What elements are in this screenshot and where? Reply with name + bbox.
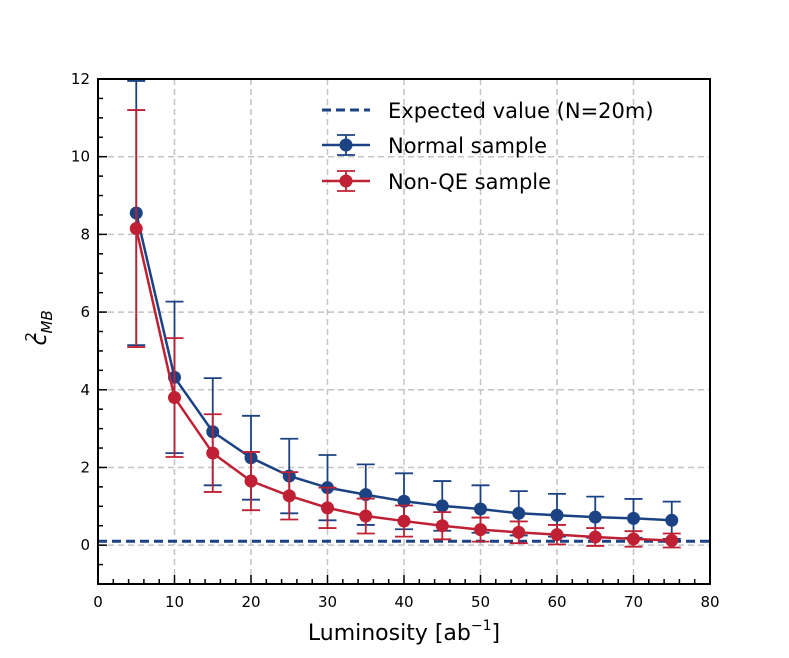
data-point bbox=[474, 523, 487, 537]
legend-swatch-marker bbox=[339, 138, 353, 152]
legend-label-normal: Normal sample bbox=[388, 134, 547, 158]
x-tick-label: 50 bbox=[471, 593, 490, 611]
data-point bbox=[435, 519, 449, 533]
data-point bbox=[129, 222, 143, 236]
data-point bbox=[168, 391, 181, 405]
x-tick-label: 20 bbox=[241, 593, 260, 611]
x-tick-label: 30 bbox=[318, 593, 337, 611]
tick-labels: 0 10 20 30 40 50 60 70 80 0 2 4 6 8 10 12 bbox=[71, 70, 720, 611]
data-point bbox=[397, 494, 411, 508]
series-nonqe bbox=[127, 109, 681, 549]
x-tick-label: 60 bbox=[547, 593, 566, 611]
svg-text:c: c bbox=[27, 333, 52, 345]
y-tick-label: 8 bbox=[80, 225, 90, 243]
y-tick-label: 4 bbox=[80, 381, 90, 399]
data-point bbox=[206, 446, 220, 460]
data-point bbox=[665, 533, 679, 547]
x-axis-title-exponent: −1 bbox=[471, 618, 492, 634]
data-point bbox=[588, 510, 602, 524]
x-tick-label: 40 bbox=[394, 593, 413, 611]
data-point bbox=[282, 489, 296, 503]
y-axis-title-sub: MB bbox=[38, 310, 56, 333]
x-tick-label: 70 bbox=[624, 593, 643, 611]
y-axis-title: c 2 MB bbox=[22, 310, 56, 345]
data-point bbox=[588, 530, 602, 544]
data-point bbox=[550, 528, 564, 542]
y-tick-label: 12 bbox=[71, 70, 90, 88]
legend: Expected value (N=20m) Normal sample Non… bbox=[322, 99, 654, 194]
data-point bbox=[512, 525, 526, 539]
data-point bbox=[627, 511, 640, 525]
x-tick-label: 10 bbox=[165, 593, 184, 611]
legend-label-nonqe: Non-QE sample bbox=[388, 170, 551, 194]
y-tick-label: 0 bbox=[80, 536, 90, 554]
data-point bbox=[359, 509, 373, 523]
data-point bbox=[550, 508, 564, 522]
y-tick-label: 2 bbox=[80, 458, 90, 476]
data-point bbox=[435, 499, 449, 513]
data-point bbox=[397, 514, 411, 528]
legend-item-nonqe bbox=[322, 170, 370, 192]
y-tick-label: 10 bbox=[71, 148, 90, 166]
x-axis-title-close: ] bbox=[492, 621, 501, 646]
axis-ticks bbox=[97, 78, 711, 585]
data-series bbox=[127, 80, 681, 549]
y-tick-label: 6 bbox=[80, 303, 90, 321]
legend-label-expected: Expected value (N=20m) bbox=[388, 99, 654, 123]
legend-item-normal bbox=[322, 134, 370, 156]
x-tick-label: 80 bbox=[700, 593, 719, 611]
grid bbox=[98, 79, 710, 584]
x-axis-title: Luminosity [ab−1] bbox=[308, 618, 500, 646]
data-point bbox=[627, 532, 640, 546]
data-point bbox=[244, 474, 258, 488]
y-axis-title-sup: 2 bbox=[22, 332, 40, 342]
data-point bbox=[665, 513, 679, 527]
x-tick-label: 0 bbox=[93, 593, 103, 611]
data-point bbox=[474, 502, 487, 516]
data-point bbox=[321, 501, 334, 515]
legend-item-expected: Expected value (N=20m) bbox=[322, 99, 654, 123]
data-point bbox=[512, 506, 526, 520]
y-axis-title-base: c bbox=[27, 333, 52, 345]
legend-swatch-marker bbox=[339, 174, 353, 188]
